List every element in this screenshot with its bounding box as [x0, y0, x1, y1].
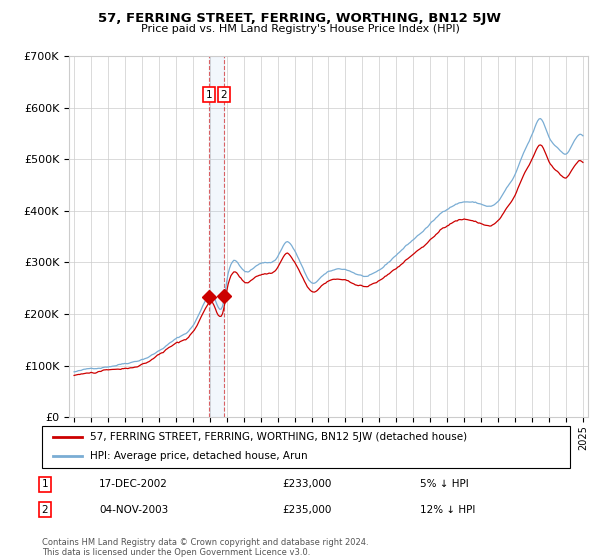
Text: 1: 1: [206, 90, 212, 100]
Text: 2: 2: [41, 505, 49, 515]
Text: Contains HM Land Registry data © Crown copyright and database right 2024.
This d: Contains HM Land Registry data © Crown c…: [42, 538, 368, 557]
Text: 1: 1: [41, 479, 49, 489]
Text: 04-NOV-2003: 04-NOV-2003: [99, 505, 168, 515]
Text: 17-DEC-2002: 17-DEC-2002: [99, 479, 168, 489]
Text: Price paid vs. HM Land Registry's House Price Index (HPI): Price paid vs. HM Land Registry's House …: [140, 24, 460, 34]
Text: 12% ↓ HPI: 12% ↓ HPI: [420, 505, 475, 515]
Text: 57, FERRING STREET, FERRING, WORTHING, BN12 5JW (detached house): 57, FERRING STREET, FERRING, WORTHING, B…: [89, 432, 467, 442]
Bar: [209, 56, 224, 417]
Text: 2: 2: [221, 90, 227, 100]
Text: 57, FERRING STREET, FERRING, WORTHING, BN12 5JW: 57, FERRING STREET, FERRING, WORTHING, B…: [98, 12, 502, 25]
Text: 5% ↓ HPI: 5% ↓ HPI: [420, 479, 469, 489]
Text: £233,000: £233,000: [282, 479, 331, 489]
Text: £235,000: £235,000: [282, 505, 331, 515]
Text: HPI: Average price, detached house, Arun: HPI: Average price, detached house, Arun: [89, 451, 307, 461]
